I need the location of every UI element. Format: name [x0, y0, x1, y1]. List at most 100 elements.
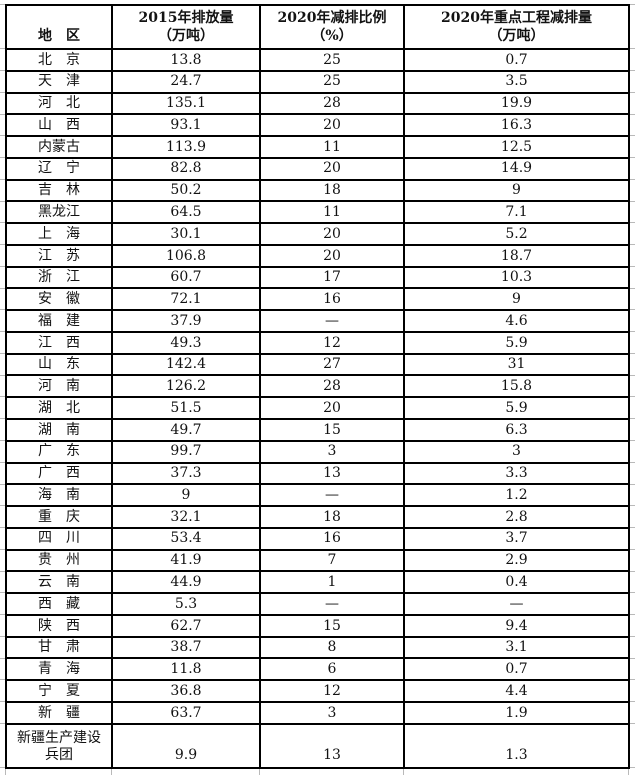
region-cell: 四 川: [5, 526, 113, 551]
value-cell: 9: [403, 178, 630, 203]
gridline-stub: [0, 48, 5, 49]
value-cell: 8: [259, 635, 405, 660]
gridline-stub: [0, 309, 5, 310]
value-cell: 10.3: [403, 265, 630, 290]
value-cell: 11.8: [111, 657, 261, 682]
table-row: 安 徽 72.1 16 9: [5, 287, 630, 312]
gridline-stub: [0, 614, 5, 615]
region-cell: 新疆生产建设 兵团: [5, 722, 113, 769]
value-cell: 16: [259, 287, 405, 312]
gridline-stub: [630, 309, 635, 310]
region-cell: 江 苏: [5, 243, 113, 268]
gridline-stub: [0, 92, 5, 93]
table-row: 海 南 9—1.2: [5, 483, 630, 508]
value-cell: —: [259, 483, 405, 508]
value-cell: 13: [259, 722, 405, 769]
table-row: 辽 宁 82.8 20 14.9: [5, 156, 630, 181]
gridline-stub: [0, 418, 5, 419]
gridline-stub: [630, 4, 635, 5]
value-cell: 3: [259, 700, 405, 725]
region-cell: 青 海: [5, 657, 113, 682]
table-row: 天 津 24.7 25 3.5: [5, 69, 630, 94]
gridline-stub: [0, 505, 5, 506]
value-cell: 3.7: [403, 526, 630, 551]
gridline-stub: [630, 440, 635, 441]
region-cell: 吉 林: [5, 178, 113, 203]
value-cell: 13: [259, 461, 405, 486]
gridline-stub: [630, 266, 635, 267]
reduction-ratio-2020-column-header: 2020年减排比例 （%）: [259, 4, 405, 50]
gridline-stub: [0, 375, 5, 376]
value-cell: 1: [259, 570, 405, 595]
value-cell: 49.3: [111, 330, 261, 355]
value-cell: 17: [259, 265, 405, 290]
gridline-stub: [0, 70, 5, 71]
value-cell: 5.3: [111, 592, 261, 616]
gridline-stub: [0, 484, 5, 485]
value-cell: 41.9: [111, 548, 261, 573]
region-cell: 山 东: [5, 352, 113, 377]
gridline-stub: [0, 157, 5, 158]
region-cell: 江 西: [5, 330, 113, 355]
value-cell: 0.4: [403, 570, 630, 595]
value-cell: 9.9: [111, 722, 261, 769]
table-row: 湖 南 49.7 15 6.3: [5, 418, 630, 442]
gridline-stub: [630, 462, 635, 463]
gridline-stub: [630, 505, 635, 506]
gridline-stub: [630, 70, 635, 71]
gridline-stub: [630, 157, 635, 158]
value-cell: 25: [259, 69, 405, 94]
value-cell: 28: [259, 374, 405, 399]
value-cell: 12: [259, 679, 405, 703]
value-cell: 19.9: [403, 91, 630, 116]
key-project-reduction-2020-column-header: 2020年重点工程减排量 （万吨）: [403, 4, 630, 50]
value-cell: 82.8: [111, 156, 261, 181]
table-row: 河 南 126.2 28 15.8: [5, 374, 630, 399]
gridline-stub: [630, 679, 635, 680]
gridline-stub: [0, 701, 5, 702]
value-cell: 20: [259, 156, 405, 181]
gridline-stub: [0, 679, 5, 680]
gridline-stub: [630, 614, 635, 615]
gridline-stub: [0, 266, 5, 267]
table-row: 江 西 49.3 12 5.9: [5, 330, 630, 355]
gridline-stub: [630, 114, 635, 115]
gridline-stub: [630, 222, 635, 223]
region-cell: 黑龙江: [5, 200, 113, 225]
table-row: 吉 林 50.2 18 9: [5, 178, 630, 203]
table-row: 山 东 142.4 27 31: [5, 352, 630, 377]
emissions-table: 地 区 2015年排放量 （万吨） 2020年减排比例 （%） 2020年重点工…: [5, 4, 630, 769]
emission-2015-column-header: 2015年排放量 （万吨）: [111, 4, 261, 50]
value-cell: 15.8: [403, 374, 630, 399]
gridline-stub: [0, 4, 5, 5]
region-cell: 天 津: [5, 69, 113, 94]
value-cell: 15: [259, 613, 405, 638]
table-row: 甘 肃 38.7 8 3.1: [5, 635, 630, 660]
gridline-stub: [0, 353, 5, 354]
gridline-stub: [0, 767, 5, 768]
gridline-stub: [259, 769, 260, 775]
value-cell: 4.4: [403, 679, 630, 703]
region-cell: 广 西: [5, 461, 113, 486]
value-cell: 30.1: [111, 222, 261, 246]
value-cell: 7.1: [403, 200, 630, 225]
value-cell: 7: [259, 548, 405, 573]
value-cell: 5.9: [403, 396, 630, 421]
region-cell: 湖 南: [5, 418, 113, 442]
value-cell: 1.2: [403, 483, 630, 508]
value-cell: 28: [259, 91, 405, 116]
gridline-stub: [630, 353, 635, 354]
table-row: 新 疆 63.7 3 1.9: [5, 700, 630, 725]
table-row: 西 藏 5.3— —: [5, 592, 630, 616]
region-cell: 浙 江: [5, 265, 113, 290]
value-cell: 3: [403, 439, 630, 464]
value-cell: 32.1: [111, 505, 261, 529]
value-cell: 99.7: [111, 439, 261, 464]
gridline-stub: [0, 288, 5, 289]
table-row: 广 东 99.7 3 3: [5, 439, 630, 464]
value-cell: 1.9: [403, 700, 630, 725]
value-cell: 24.7: [111, 69, 261, 94]
gridline-stub: [0, 331, 5, 332]
gridline-stub: [0, 571, 5, 572]
